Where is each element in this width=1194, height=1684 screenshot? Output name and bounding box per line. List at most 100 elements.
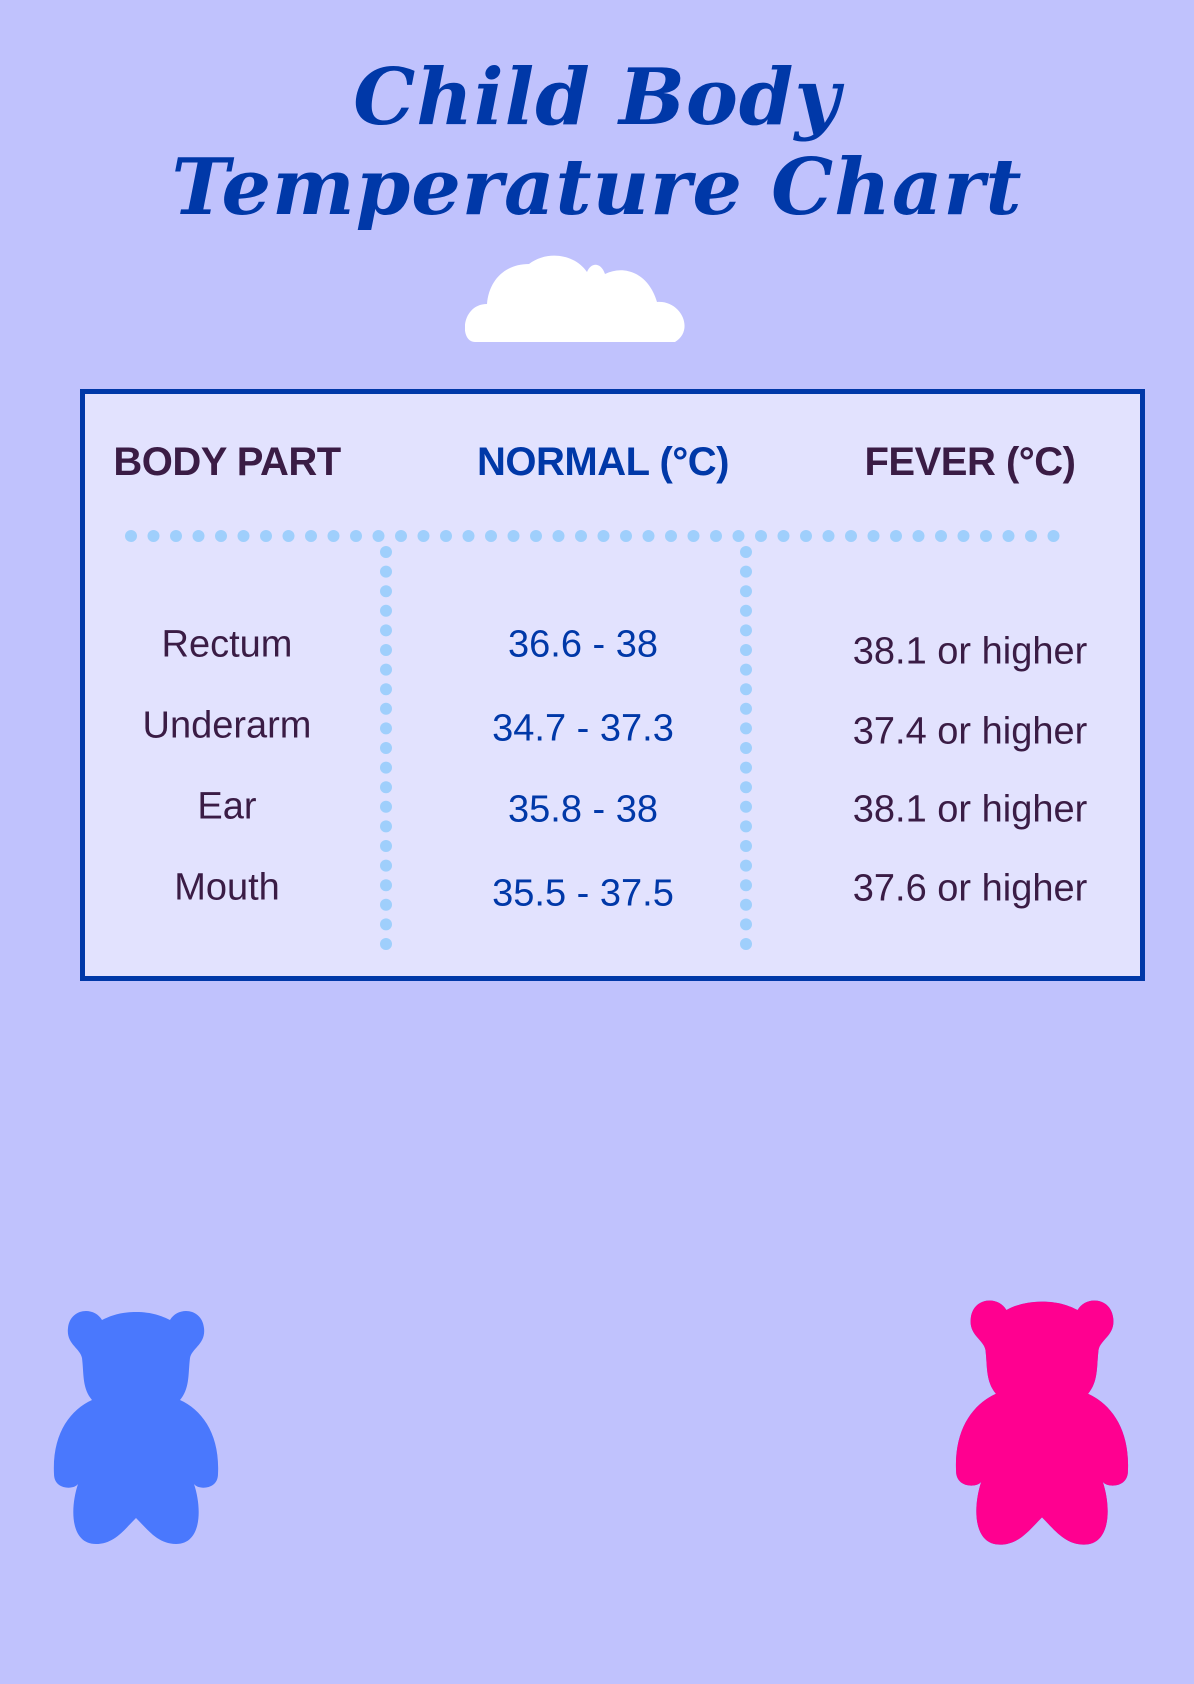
divider-dot	[740, 722, 752, 735]
divider-dot	[215, 530, 227, 542]
divider-dot	[380, 565, 392, 578]
divider-dot	[777, 530, 790, 542]
cell-part: Mouth	[174, 866, 280, 909]
divider-dot	[380, 781, 392, 794]
cell-normal: 35.8 - 38	[508, 788, 658, 831]
divider-dot	[260, 530, 272, 542]
divider-dot	[597, 530, 610, 542]
divider-dot	[957, 530, 970, 542]
divider-dot	[687, 530, 700, 542]
divider-dot	[740, 624, 752, 637]
divider-dot	[530, 530, 542, 542]
header-fever: FEVER (°C)	[864, 440, 1077, 484]
divider-dot	[740, 585, 752, 598]
divider-dot	[380, 840, 392, 852]
divider-dot	[740, 879, 752, 892]
divider-dot	[740, 565, 752, 578]
divider-dot	[380, 859, 392, 872]
divider-dot	[935, 530, 947, 542]
title-line-2: Temperature Chart	[171, 142, 1023, 233]
divider-dot	[327, 530, 340, 542]
divider-dot	[350, 530, 362, 542]
divider-dot	[440, 530, 452, 542]
divider-dot	[740, 800, 752, 813]
divider-dot	[380, 604, 392, 617]
divider-dot	[380, 820, 392, 833]
cell-part: Rectum	[161, 623, 293, 666]
divider-dot	[740, 820, 752, 833]
divider-dot	[867, 530, 880, 542]
divider-dot	[192, 530, 205, 542]
divider-dot	[980, 530, 992, 542]
divider-dot	[740, 918, 752, 931]
divider-dot	[462, 530, 475, 542]
divider-dot	[380, 663, 392, 676]
cell-fever: 38.1 or higher	[852, 788, 1088, 831]
divider-dot	[710, 530, 722, 542]
cloud-icon	[465, 255, 685, 342]
divider-dot	[740, 663, 752, 676]
divider-dot	[372, 530, 385, 542]
temperature-table: BODY PART NORMAL (°C) FEVER (°C) Rectum 3…	[80, 389, 1145, 981]
cell-fever: 38.1 or higher	[852, 630, 1088, 673]
header-body-part: BODY PART	[113, 440, 341, 484]
divider-dot	[755, 530, 767, 542]
divider-dot	[642, 530, 655, 542]
teddy-bear-icon-blue	[53, 1310, 219, 1544]
divider-dot	[395, 530, 407, 542]
divider-dot	[845, 530, 857, 542]
divider-dot	[125, 530, 137, 542]
divider-dot	[575, 530, 587, 542]
cell-part: Underarm	[142, 704, 312, 747]
divider-dot	[552, 530, 565, 542]
divider-dot	[380, 761, 392, 774]
divider-dot	[740, 938, 752, 950]
divider-dot	[485, 530, 497, 542]
divider-dot	[740, 859, 752, 872]
divider-dot	[740, 702, 752, 715]
cell-normal: 36.6 - 38	[508, 623, 658, 666]
divider-dot	[665, 530, 677, 542]
title-line-1: Child Body	[353, 52, 841, 143]
divider-dot	[800, 530, 812, 542]
divider-dot	[740, 898, 752, 911]
divider-dot	[380, 585, 392, 598]
cell-fever: 37.6 or higher	[852, 867, 1088, 910]
teddy-bear-icon-pink	[955, 1300, 1129, 1545]
divider-dot	[507, 530, 520, 542]
divider-dot	[380, 644, 392, 656]
divider-dot	[740, 604, 752, 617]
divider-dot	[380, 898, 392, 911]
divider-dot	[380, 683, 392, 696]
divider-dot	[380, 702, 392, 715]
divider-dot	[417, 530, 430, 542]
divider-dot	[732, 530, 745, 542]
dotted-dividers	[125, 530, 1060, 950]
header-normal: NORMAL (°C)	[477, 440, 729, 484]
divider-dot	[740, 644, 752, 656]
divider-dot	[305, 530, 317, 542]
divider-dot	[237, 530, 250, 542]
divider-dot	[147, 530, 160, 542]
divider-dot	[740, 840, 752, 852]
divider-dot	[1047, 530, 1060, 542]
divider-dot	[740, 683, 752, 696]
divider-dot	[740, 781, 752, 794]
divider-dot	[1002, 530, 1015, 542]
divider-dot	[380, 879, 392, 892]
cell-normal: 35.5 - 37.5	[492, 872, 674, 915]
divider-dot	[822, 530, 835, 542]
divider-dot	[380, 800, 392, 813]
divider-dot	[170, 530, 182, 542]
cell-fever: 37.4 or higher	[852, 710, 1088, 753]
divider-dot	[282, 530, 295, 542]
divider-dot	[1025, 530, 1037, 542]
divider-dot	[740, 546, 752, 558]
cell-normal: 34.7 - 37.3	[492, 707, 674, 750]
divider-dot	[380, 918, 392, 931]
divider-dot	[380, 624, 392, 637]
divider-dot	[890, 530, 902, 542]
divider-dot	[740, 761, 752, 774]
divider-dot	[912, 530, 925, 542]
divider-dot	[380, 938, 392, 950]
